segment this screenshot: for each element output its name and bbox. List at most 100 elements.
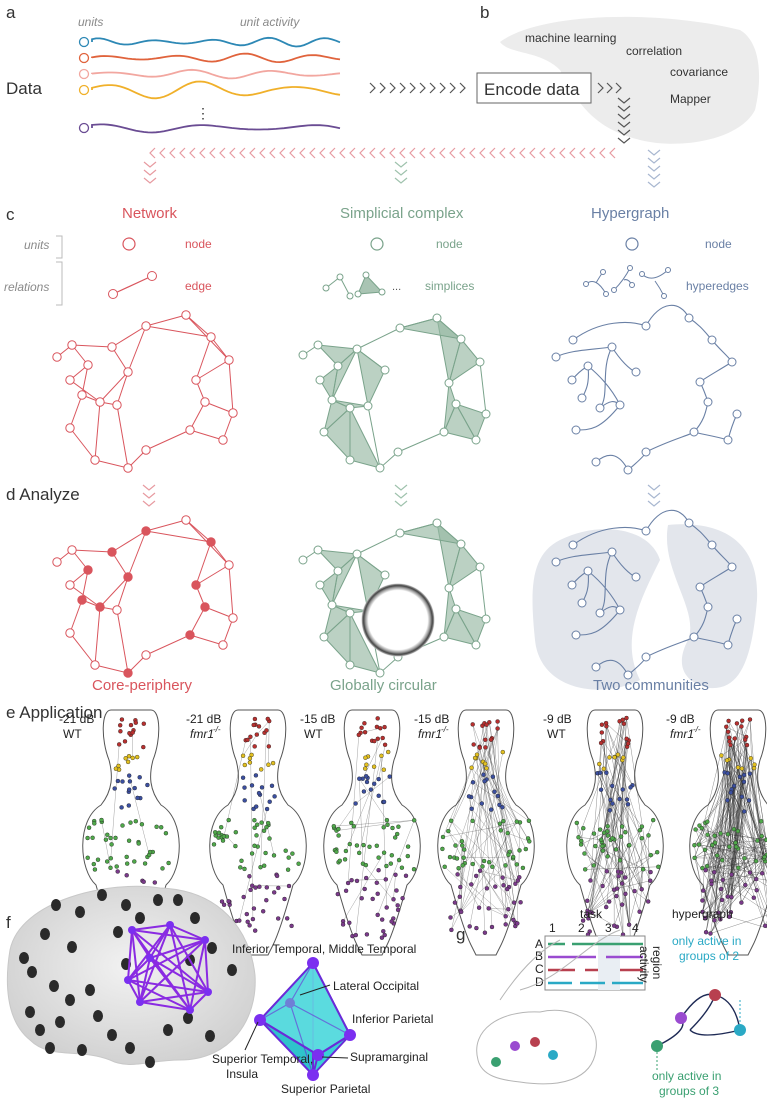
neuron <box>388 861 393 866</box>
region-edge <box>127 939 206 981</box>
functional-edge <box>702 911 721 920</box>
neuron <box>126 754 132 759</box>
functional-edge <box>603 768 643 839</box>
neuron <box>500 805 505 810</box>
hypergraph-graph-c <box>551 304 742 475</box>
neuron <box>703 868 708 873</box>
neuron <box>259 785 265 790</box>
functional-edge <box>754 764 767 840</box>
network-edge <box>69 379 101 403</box>
functional-edge <box>694 834 708 846</box>
region-dot <box>35 1024 45 1036</box>
neuron <box>744 742 750 748</box>
neuron <box>487 860 492 865</box>
neuron <box>216 830 222 835</box>
functional-edge <box>507 832 530 842</box>
simplex <box>356 347 386 408</box>
simplices-ellipsis: ... <box>392 281 401 293</box>
network-edge <box>189 606 206 636</box>
neuron <box>619 824 625 829</box>
pointer-lateral-occipital <box>299 984 331 996</box>
functional-edge <box>381 755 387 908</box>
task-3-shade <box>598 936 620 990</box>
neuron <box>506 852 511 857</box>
hypergraph-node <box>703 602 713 612</box>
network-edge <box>195 359 230 381</box>
neuron <box>748 756 753 761</box>
neuron <box>474 873 479 879</box>
hypergraph-node <box>615 605 625 615</box>
hypergraph-node <box>607 547 617 557</box>
hyperedge <box>693 413 738 441</box>
neuron <box>581 826 586 831</box>
neuron <box>476 905 482 910</box>
network-node <box>123 668 133 678</box>
hypergraph-node <box>595 403 605 413</box>
neuron <box>755 838 760 843</box>
neuron <box>375 891 380 896</box>
chevron <box>617 129 631 136</box>
functional-edge <box>486 768 516 884</box>
neuron <box>617 858 623 863</box>
simplicial-node <box>481 409 491 419</box>
neuron <box>607 808 613 813</box>
neuron <box>154 824 159 829</box>
hyperedge <box>555 346 637 373</box>
neuron <box>734 721 740 726</box>
region-superior-parietal: Superior Parietal <box>281 1082 370 1096</box>
functional-edge <box>704 849 724 881</box>
neuron <box>343 888 349 893</box>
neuron <box>265 716 270 722</box>
neuron <box>466 794 472 799</box>
neuron <box>249 851 255 856</box>
functional-edge <box>488 908 509 910</box>
neuron <box>447 854 453 860</box>
network-edge <box>222 412 234 441</box>
neuron <box>741 779 747 785</box>
network-node <box>181 310 191 320</box>
neuron <box>720 877 725 883</box>
neuron <box>705 819 710 824</box>
activity-trace <box>91 36 341 48</box>
neuron <box>361 789 367 794</box>
functional-edge <box>128 775 150 855</box>
network-edge <box>69 394 83 429</box>
neuron <box>108 865 113 870</box>
method-machine-learning: machine learning <box>525 31 616 45</box>
neuron <box>353 932 358 938</box>
simplicial-node <box>380 570 390 580</box>
simplicial-node <box>451 604 461 614</box>
neuron <box>134 754 140 760</box>
neuron <box>237 918 242 923</box>
neuron <box>256 724 262 729</box>
neuron <box>727 735 732 740</box>
neuron <box>472 755 478 761</box>
neuron <box>598 740 604 746</box>
functional-edge <box>607 804 629 836</box>
network-edge <box>145 314 187 327</box>
neuron <box>244 911 250 917</box>
region-edge <box>139 1001 191 1011</box>
neuron <box>517 848 522 853</box>
simplex <box>399 317 463 340</box>
neuron <box>91 861 97 867</box>
neuron <box>751 895 756 900</box>
legend-edge-node-b <box>147 271 157 281</box>
network-node <box>224 355 234 365</box>
neuron <box>249 783 255 788</box>
unit-circle <box>78 36 90 48</box>
legend-edge-network <box>112 275 153 295</box>
neuron <box>440 846 445 852</box>
neuron <box>448 915 453 920</box>
simplicial-node <box>475 357 485 367</box>
neuron <box>624 715 629 721</box>
functional-edge <box>748 800 757 862</box>
hub-node <box>204 988 212 996</box>
neuron <box>471 742 476 747</box>
network-node <box>123 463 133 473</box>
neuron <box>732 736 737 741</box>
neuron <box>613 847 619 852</box>
region-activity-label-2: activity <box>637 946 651 983</box>
neuron <box>412 818 417 823</box>
neuron <box>396 857 402 863</box>
